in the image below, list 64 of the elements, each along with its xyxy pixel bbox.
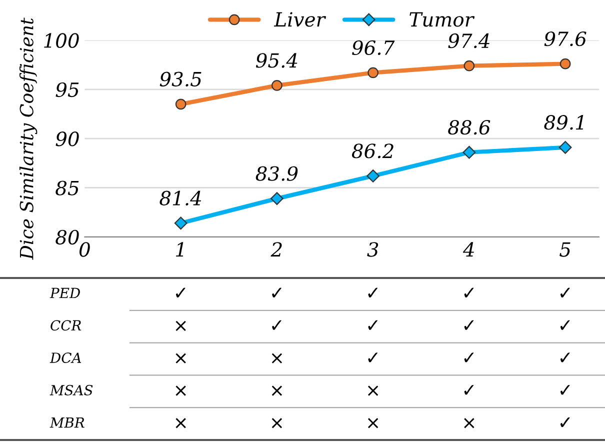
point — [175, 98, 186, 110]
x-tick-label: 4 — [462, 242, 474, 257]
text: ✓ — [272, 320, 282, 330]
text: × — [272, 353, 282, 364]
point — [366, 169, 380, 182]
point — [464, 60, 475, 72]
x-tick-label: 3 — [367, 242, 378, 257]
text: DCA — [50, 352, 82, 364]
text: ✓ — [464, 385, 474, 395]
y-axis-title: Dice Similarity Coefficient — [19, 18, 38, 260]
data-label: 93.5 — [160, 72, 202, 86]
x-tick-label: 0 — [80, 242, 90, 257]
x-tick-label: 2 — [270, 242, 282, 257]
text: ✓ — [464, 320, 474, 330]
text: ✓ — [272, 288, 282, 298]
text: CCR — [50, 320, 82, 331]
text: ✓ — [368, 320, 378, 330]
data-label: 89.1 — [544, 115, 584, 130]
text: MSAS — [50, 384, 93, 396]
text: ✓ — [560, 288, 570, 298]
point — [272, 80, 282, 91]
text: ✓ — [368, 352, 378, 362]
legend-label: Liver — [274, 12, 326, 27]
text: ✓ — [368, 288, 378, 298]
legend-label: Tumor — [410, 12, 475, 27]
text: × — [176, 353, 186, 364]
data-label: 83.9 — [256, 166, 298, 181]
text: × — [176, 386, 186, 396]
data-label: 81.4 — [160, 190, 202, 206]
y-tick-label: 85 — [56, 180, 79, 196]
text: × — [368, 418, 378, 428]
text: ✓ — [464, 288, 474, 298]
text: ✓ — [560, 352, 570, 362]
point — [558, 140, 572, 154]
text: × — [272, 418, 282, 428]
point — [368, 67, 378, 78]
text: ✓ — [176, 288, 186, 298]
text: PED — [50, 288, 80, 298]
text: ✓ — [560, 385, 570, 395]
y-tick-label: 90 — [56, 132, 79, 146]
data-label: 97.6 — [544, 31, 586, 46]
text: × — [368, 386, 378, 396]
x-tick-label: 5 — [560, 242, 570, 257]
text: ✓ — [560, 320, 570, 330]
y-tick-label: 100 — [44, 33, 79, 48]
data-label: 97.4 — [448, 33, 490, 48]
text: × — [176, 320, 186, 332]
text: ✓ — [464, 352, 474, 362]
text: MBR — [50, 418, 84, 428]
point — [560, 58, 571, 70]
point — [270, 192, 284, 206]
text: ✓ — [560, 417, 570, 428]
x-tick-label: 1 — [176, 242, 184, 257]
text: × — [464, 418, 474, 428]
text: × — [176, 418, 186, 428]
data-label: 96.7 — [352, 40, 395, 56]
data-label: 88.6 — [448, 120, 490, 135]
data-label: 95.4 — [256, 53, 298, 68]
y-tick-label: 80 — [56, 230, 79, 245]
y-tick-label: 95 — [56, 82, 79, 98]
data-label: 86.2 — [352, 144, 394, 158]
point — [174, 216, 188, 230]
point — [462, 146, 476, 159]
text: × — [272, 386, 282, 396]
